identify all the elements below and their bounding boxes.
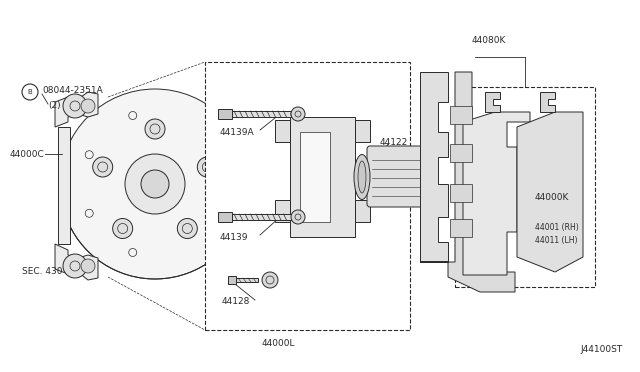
Circle shape [63, 94, 87, 118]
Bar [455, 87, 595, 287]
Polygon shape [517, 112, 583, 272]
Text: 44001 (RH): 44001 (RH) [535, 222, 579, 231]
Circle shape [63, 254, 87, 278]
Polygon shape [55, 92, 98, 127]
Polygon shape [420, 72, 515, 292]
Text: 44000C: 44000C [10, 150, 45, 158]
Polygon shape [420, 72, 448, 262]
Bar [232, 111, 292, 117]
Bar [58, 127, 70, 244]
Ellipse shape [358, 161, 366, 193]
Bar [232, 214, 292, 220]
Bar [228, 276, 236, 284]
Bar [450, 184, 472, 202]
Circle shape [81, 259, 95, 273]
FancyBboxPatch shape [290, 117, 355, 237]
Bar [450, 106, 472, 124]
Text: 44011 (LH): 44011 (LH) [535, 235, 577, 244]
Text: SEC. 430: SEC. 430 [22, 267, 63, 276]
Bar [355, 120, 370, 142]
Circle shape [291, 110, 299, 118]
Text: J44100ST: J44100ST [580, 346, 622, 355]
Circle shape [93, 157, 113, 177]
Bar [205, 62, 410, 330]
Text: 44139: 44139 [220, 232, 248, 241]
Text: B: B [28, 89, 33, 95]
Polygon shape [540, 92, 555, 112]
Circle shape [141, 170, 169, 198]
Circle shape [291, 210, 305, 224]
Bar [450, 219, 472, 237]
Text: 08044-2351A: 08044-2351A [42, 86, 103, 94]
Bar [300, 132, 330, 222]
Polygon shape [485, 92, 500, 112]
Bar [450, 144, 472, 162]
Circle shape [125, 154, 185, 214]
Text: 44000K: 44000K [535, 192, 570, 202]
Circle shape [60, 89, 250, 279]
Polygon shape [55, 244, 98, 280]
Circle shape [262, 272, 278, 288]
Circle shape [113, 218, 132, 238]
Bar [355, 200, 370, 222]
Text: 44000L: 44000L [262, 340, 296, 349]
Bar [275, 200, 290, 222]
Text: 44128: 44128 [222, 298, 250, 307]
Circle shape [291, 107, 305, 121]
Text: (2): (2) [48, 100, 61, 109]
Circle shape [197, 157, 218, 177]
Text: 44139A: 44139A [220, 128, 255, 137]
FancyBboxPatch shape [367, 146, 425, 207]
Bar [275, 120, 290, 142]
Circle shape [145, 119, 165, 139]
Polygon shape [463, 112, 530, 275]
Ellipse shape [354, 154, 370, 199]
Circle shape [177, 218, 197, 238]
Text: 44122: 44122 [380, 138, 408, 147]
Bar [218, 212, 232, 222]
Bar [236, 278, 258, 282]
Circle shape [81, 99, 95, 113]
Bar [218, 109, 232, 119]
Text: 44080K: 44080K [472, 35, 506, 45]
